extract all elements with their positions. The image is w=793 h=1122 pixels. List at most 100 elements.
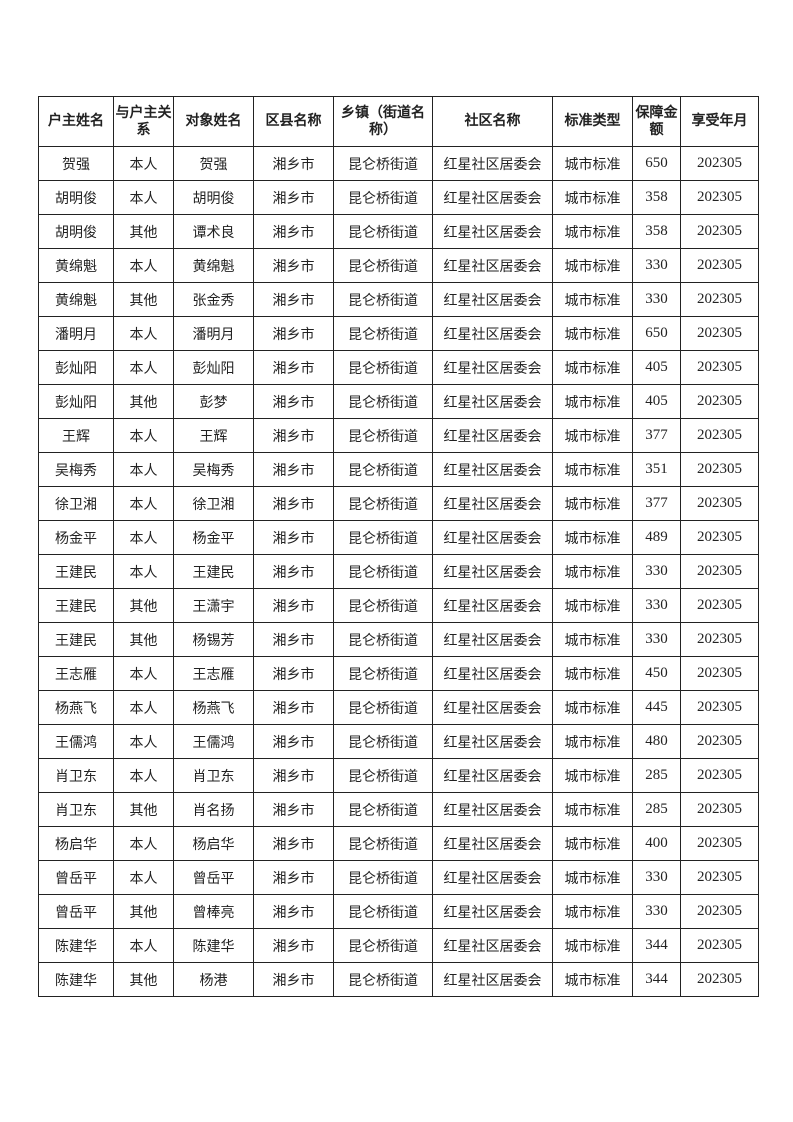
cell-month: 202305 [680, 758, 759, 793]
cell-town: 昆仑桥街道 [333, 792, 433, 827]
cell-month: 202305 [680, 690, 759, 725]
cell-community: 红星社区居委会 [432, 826, 553, 861]
cell-county: 湘乡市 [253, 316, 334, 351]
cell-relation: 本人 [113, 656, 174, 691]
table-row: 潘明月 本人 潘明月 湘乡市 昆仑桥街道 红星社区居委会 城市标准 650 202305 [38, 316, 759, 351]
cell-relation: 本人 [113, 146, 174, 181]
cell-community: 红星社区居委会 [432, 248, 553, 283]
cell-community: 红星社区居委会 [432, 418, 553, 453]
cell-standard-type: 城市标准 [552, 860, 633, 895]
cell-recipient-name: 王建民 [173, 554, 254, 589]
cell-recipient-name: 杨启华 [173, 826, 254, 861]
cell-amount: 489 [632, 520, 681, 555]
cell-standard-type: 城市标准 [552, 656, 633, 691]
cell-recipient-name: 谭术良 [173, 214, 254, 249]
header-household-head: 户主姓名 [38, 96, 114, 147]
cell-standard-type: 城市标准 [552, 418, 633, 453]
cell-recipient-name: 肖名扬 [173, 792, 254, 827]
cell-amount: 400 [632, 826, 681, 861]
cell-household-head: 胡明俊 [38, 180, 114, 215]
cell-relation: 本人 [113, 860, 174, 895]
header-recipient-name: 对象姓名 [173, 96, 254, 147]
header-month: 享受年月 [680, 96, 759, 147]
cell-month: 202305 [680, 350, 759, 385]
cell-county: 湘乡市 [253, 860, 334, 895]
cell-month: 202305 [680, 928, 759, 963]
header-relation: 与户主关系 [113, 96, 174, 147]
cell-relation: 其他 [113, 214, 174, 249]
cell-relation: 其他 [113, 792, 174, 827]
cell-household-head: 王辉 [38, 418, 114, 453]
cell-town: 昆仑桥街道 [333, 758, 433, 793]
cell-relation: 其他 [113, 384, 174, 419]
cell-standard-type: 城市标准 [552, 792, 633, 827]
cell-community: 红星社区居委会 [432, 554, 553, 589]
cell-community: 红星社区居委会 [432, 588, 553, 623]
cell-relation: 其他 [113, 622, 174, 657]
cell-standard-type: 城市标准 [552, 214, 633, 249]
cell-recipient-name: 王儒鸿 [173, 724, 254, 759]
cell-household-head: 曾岳平 [38, 860, 114, 895]
table-row: 杨燕飞 本人 杨燕飞 湘乡市 昆仑桥街道 红星社区居委会 城市标准 445 202305 [38, 690, 759, 725]
table-row: 曾岳平 本人 曾岳平 湘乡市 昆仑桥街道 红星社区居委会 城市标准 330 202305 [38, 860, 759, 895]
cell-household-head: 肖卫东 [38, 758, 114, 793]
assistance-table: 户主姓名 与户主关系 对象姓名 区县名称 乡镇（街道名称） 社区名称 标准类型 … [38, 96, 759, 997]
cell-household-head: 吴梅秀 [38, 452, 114, 487]
cell-town: 昆仑桥街道 [333, 418, 433, 453]
cell-household-head: 王建民 [38, 554, 114, 589]
cell-household-head: 陈建华 [38, 962, 114, 997]
cell-household-head: 王志雁 [38, 656, 114, 691]
cell-recipient-name: 王志雁 [173, 656, 254, 691]
cell-county: 湘乡市 [253, 520, 334, 555]
cell-household-head: 王建民 [38, 588, 114, 623]
cell-community: 红星社区居委会 [432, 622, 553, 657]
table-row: 肖卫东 本人 肖卫东 湘乡市 昆仑桥街道 红星社区居委会 城市标准 285 202305 [38, 758, 759, 793]
table-row: 王志雁 本人 王志雁 湘乡市 昆仑桥街道 红星社区居委会 城市标准 450 202305 [38, 656, 759, 691]
cell-recipient-name: 张金秀 [173, 282, 254, 317]
cell-community: 红星社区居委会 [432, 792, 553, 827]
cell-standard-type: 城市标准 [552, 962, 633, 997]
cell-town: 昆仑桥街道 [333, 928, 433, 963]
cell-household-head: 杨启华 [38, 826, 114, 861]
cell-household-head: 陈建华 [38, 928, 114, 963]
cell-relation: 本人 [113, 316, 174, 351]
cell-town: 昆仑桥街道 [333, 724, 433, 759]
table-row: 王建民 其他 杨锡芳 湘乡市 昆仑桥街道 红星社区居委会 城市标准 330 202305 [38, 622, 759, 657]
cell-recipient-name: 胡明俊 [173, 180, 254, 215]
cell-county: 湘乡市 [253, 928, 334, 963]
cell-town: 昆仑桥街道 [333, 656, 433, 691]
cell-amount: 344 [632, 928, 681, 963]
cell-county: 湘乡市 [253, 622, 334, 657]
cell-recipient-name: 杨锡芳 [173, 622, 254, 657]
cell-relation: 本人 [113, 180, 174, 215]
table-row: 杨启华 本人 杨启华 湘乡市 昆仑桥街道 红星社区居委会 城市标准 400 202305 [38, 826, 759, 861]
cell-recipient-name: 杨燕飞 [173, 690, 254, 725]
cell-standard-type: 城市标准 [552, 486, 633, 521]
cell-standard-type: 城市标准 [552, 758, 633, 793]
cell-household-head: 贺强 [38, 146, 114, 181]
cell-town: 昆仑桥街道 [333, 316, 433, 351]
cell-standard-type: 城市标准 [552, 894, 633, 929]
cell-town: 昆仑桥街道 [333, 180, 433, 215]
cell-amount: 377 [632, 418, 681, 453]
cell-amount: 650 [632, 146, 681, 181]
cell-month: 202305 [680, 724, 759, 759]
cell-recipient-name: 陈建华 [173, 928, 254, 963]
cell-recipient-name: 王辉 [173, 418, 254, 453]
cell-amount: 405 [632, 350, 681, 385]
cell-town: 昆仑桥街道 [333, 894, 433, 929]
cell-relation: 本人 [113, 758, 174, 793]
cell-amount: 358 [632, 214, 681, 249]
table-row: 胡明俊 本人 胡明俊 湘乡市 昆仑桥街道 红星社区居委会 城市标准 358 202305 [38, 180, 759, 215]
table-row: 陈建华 本人 陈建华 湘乡市 昆仑桥街道 红星社区居委会 城市标准 344 202305 [38, 928, 759, 963]
cell-month: 202305 [680, 452, 759, 487]
cell-community: 红星社区居委会 [432, 384, 553, 419]
cell-standard-type: 城市标准 [552, 180, 633, 215]
table-row: 彭灿阳 其他 彭梦 湘乡市 昆仑桥街道 红星社区居委会 城市标准 405 202305 [38, 384, 759, 419]
cell-community: 红星社区居委会 [432, 316, 553, 351]
cell-county: 湘乡市 [253, 486, 334, 521]
cell-amount: 377 [632, 486, 681, 521]
cell-recipient-name: 贺强 [173, 146, 254, 181]
cell-standard-type: 城市标准 [552, 724, 633, 759]
cell-town: 昆仑桥街道 [333, 588, 433, 623]
